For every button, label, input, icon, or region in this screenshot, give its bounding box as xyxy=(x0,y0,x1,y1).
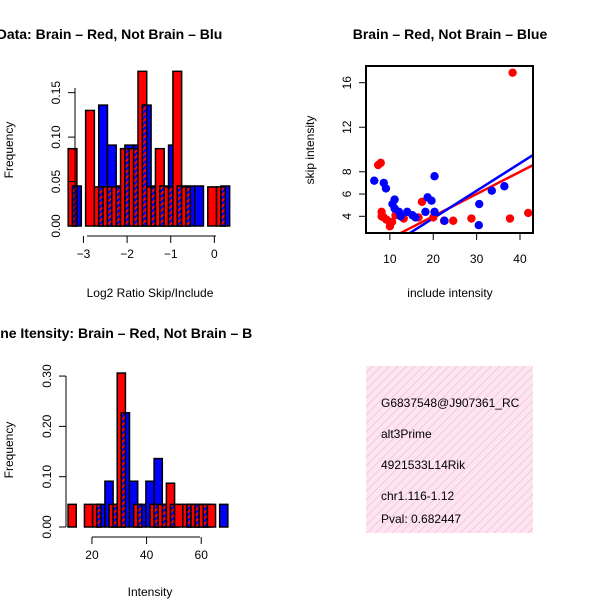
ratio-hist-x-ticks: −3 −2 −1 0 xyxy=(77,236,218,261)
intensity-hist-y-ticks: 0.00 0.10 0.20 0.30 xyxy=(40,364,66,539)
ratio-hist-y-tick-label: 0.15 xyxy=(49,81,63,105)
scatter-box xyxy=(365,65,534,234)
scatter-x-tick-label: 20 xyxy=(427,252,441,266)
scatter-point-not-brain xyxy=(396,212,405,221)
scatter-y-tick-label: 12 xyxy=(340,120,354,134)
info-panel-clip: G6837548@J907361_RC alt3Prime 4921533L14… xyxy=(381,396,520,526)
intensity-hist-xlabel: Intensity xyxy=(128,585,173,599)
ratio-hist-bar-not-brain xyxy=(193,185,205,227)
scatter-point-brain xyxy=(505,214,515,223)
ratio-hist-bar-brain xyxy=(84,109,96,227)
scatter-point-not-brain xyxy=(475,199,484,209)
ratio-hist-bar-overlap xyxy=(220,186,227,227)
scatter-fit-lines xyxy=(397,154,533,233)
scatter-point-not-brain xyxy=(440,216,449,225)
ratio-hist-y-tick-label: 0.05 xyxy=(49,170,63,194)
info-event-type: alt3Prime xyxy=(381,427,432,441)
ratio-hist-ylabel: Frequency xyxy=(2,122,16,179)
scatter-point-brain xyxy=(417,197,427,207)
scatter-point-not-brain xyxy=(381,184,391,193)
ratio-hist-x-tick-label: −1 xyxy=(164,247,178,261)
scatter-x-tick-label: 10 xyxy=(383,252,397,266)
intensity-hist-bar-brain xyxy=(83,503,94,528)
intensity-hist-y-tick-label: 0.30 xyxy=(40,364,54,388)
scatter-ylabel: skip intensity xyxy=(303,116,317,185)
ratio-hist-bar-overlap xyxy=(185,186,192,227)
intensity-hist-title: Line Itensity: Brain – Red, Not Brain – … xyxy=(0,325,252,341)
intensity-hist-x-tick-label: 20 xyxy=(85,548,99,562)
scatter-point-brain xyxy=(467,214,476,223)
scatter-y-ticks: 4 6 8 12 16 xyxy=(340,76,366,220)
scatter-point-not-brain xyxy=(430,172,439,181)
scatter-title: Brain – Red, Not Brain – Blue xyxy=(353,26,548,42)
scatter-plot-area xyxy=(370,68,533,233)
ratio-hist-y-ticks: 0.00 0.05 0.10 0.15 xyxy=(49,81,75,238)
scatter-fit-line-not-brain xyxy=(407,154,533,233)
intensity-hist-y-tick-label: 0.00 xyxy=(40,515,54,539)
scatter-point-not-brain xyxy=(421,207,430,217)
scatter-point-brain xyxy=(508,68,517,77)
intensity-hist-bar-overlap xyxy=(120,412,127,528)
info-location: chr1.116-1.12 xyxy=(381,489,454,503)
intensity-hist-bar-overlap xyxy=(136,503,143,528)
intensity-hist-ylabel: Frequency xyxy=(2,422,16,479)
intensity-hist-x-tick-label: 60 xyxy=(195,548,209,562)
intensity-hist-x-ticks: 20 40 60 xyxy=(85,537,208,562)
scatter-point-not-brain xyxy=(487,186,496,195)
scatter-point-not-brain xyxy=(500,182,509,191)
scatter-point-brain xyxy=(524,208,533,218)
intensity-hist-y-tick-label: 0.20 xyxy=(40,414,54,438)
ratio-hist-x-tick-label: −2 xyxy=(120,247,134,261)
ratio-hist-bar-overlap xyxy=(141,104,148,227)
intensity-histogram: Line Itensity: Brain – Red, Not Brain – … xyxy=(0,325,252,599)
intensity-hist-y-tick-label: 0.10 xyxy=(40,465,54,489)
ratio-histogram: RatioData: Brain – Red, Not Brain – Blu … xyxy=(0,26,231,300)
scatter-y-tick-label: 6 xyxy=(340,190,354,197)
scatter-x-tick-label: 40 xyxy=(513,252,527,266)
ratio-hist-x-tick-label: 0 xyxy=(211,247,218,261)
ratio-hist-bars xyxy=(67,70,231,227)
scatter-point-not-brain xyxy=(411,213,420,222)
scatter-point-brain xyxy=(448,216,458,225)
scatter-x-tick-label: 30 xyxy=(470,252,484,266)
scatter-xlabel: include intensity xyxy=(407,286,492,300)
intensity-hist-x-tick-label: 40 xyxy=(140,548,154,562)
scatter-point-not-brain xyxy=(390,195,399,204)
scatter-point-not-brain xyxy=(430,207,439,217)
intensity-hist-bar-overlap xyxy=(95,503,102,528)
intensity-hist-bar-brain xyxy=(206,503,217,528)
ratio-hist-bar-brain xyxy=(207,186,218,227)
scatter-x-ticks: 10 20 30 40 xyxy=(383,233,527,266)
info-pval: Pval: 0.682447 xyxy=(381,512,461,526)
intensity-hist-bar-brain xyxy=(67,503,77,528)
intensity-scatter: Brain – Red, Not Brain – Blue 10 20 30 40 4… xyxy=(303,26,547,300)
scatter-point-not-brain xyxy=(427,196,436,205)
scatter-y-tick-label: 16 xyxy=(340,76,354,90)
info-panel: G6837548@J907361_RC alt3Prime 4921533L14… xyxy=(366,366,533,533)
info-gene-name: 4921533L14Rik xyxy=(381,458,466,472)
ratio-hist-y-tick-label: 0.10 xyxy=(49,125,63,149)
ratio-hist-x-tick-label: −3 xyxy=(77,247,91,261)
ratio-hist-title: RatioData: Brain – Red, Not Brain – Blu xyxy=(0,26,222,42)
intensity-hist-bar-brain xyxy=(173,503,184,528)
scatter-y-tick-label: 4 xyxy=(340,213,354,220)
info-panel-background xyxy=(366,366,533,533)
intensity-hist-bars xyxy=(67,372,229,528)
scatter-point-not-brain xyxy=(370,176,379,185)
ratio-hist-y-tick-label: 0.00 xyxy=(49,214,63,238)
info-event-id: G6837548@J907361_RC xyxy=(381,396,520,410)
scatter-point-brain xyxy=(376,158,385,168)
scatter-point-brain xyxy=(387,217,397,227)
scatter-y-tick-label: 8 xyxy=(340,168,354,175)
scatter-point-not-brain xyxy=(474,221,483,230)
ratio-hist-xlabel: Log2 Ratio Skip/Include xyxy=(87,286,214,300)
intensity-hist-bar-not-brain xyxy=(218,503,229,528)
